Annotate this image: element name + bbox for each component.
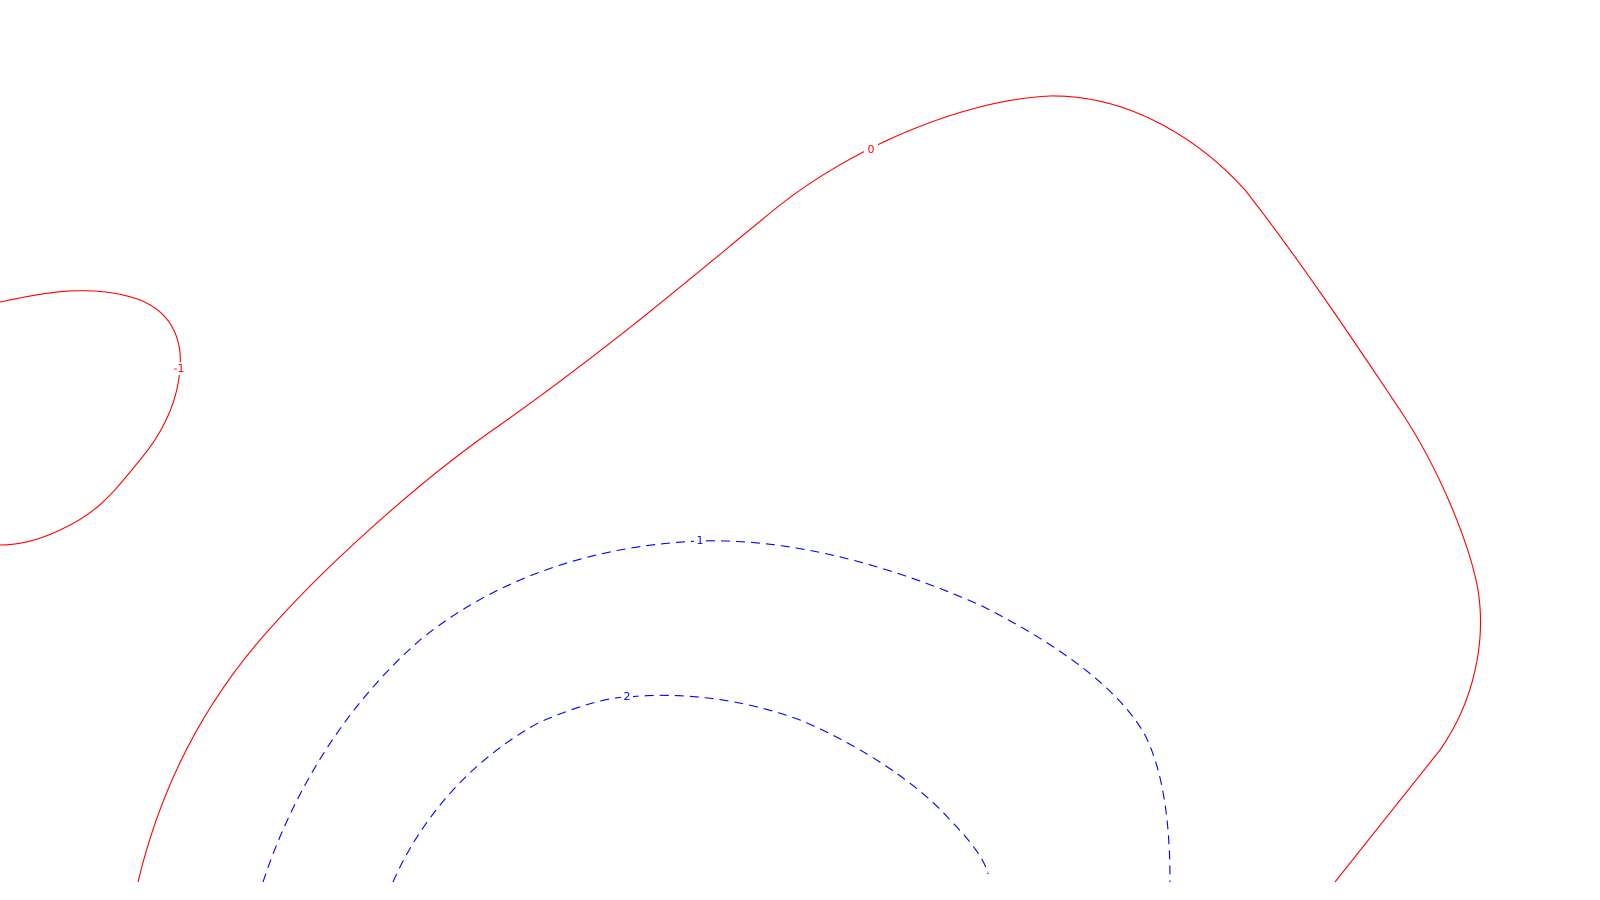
contour-label-bg-1	[694, 534, 706, 547]
contour-label-1: 1	[697, 534, 704, 547]
contour-line-neg1	[0, 290, 181, 546]
contour-label-0: 0	[868, 143, 875, 156]
contour-label-neg1: -1	[174, 362, 185, 375]
contour-line-2	[392, 694, 989, 883]
contour-label-bg-0	[864, 143, 878, 156]
contour-line-1	[262, 540, 1171, 883]
contour-line-0	[137, 95, 1482, 883]
contour-label-bg-neg1	[170, 362, 188, 375]
contour-label-2: 2	[624, 690, 631, 703]
contour-label-bg-2	[621, 690, 633, 703]
